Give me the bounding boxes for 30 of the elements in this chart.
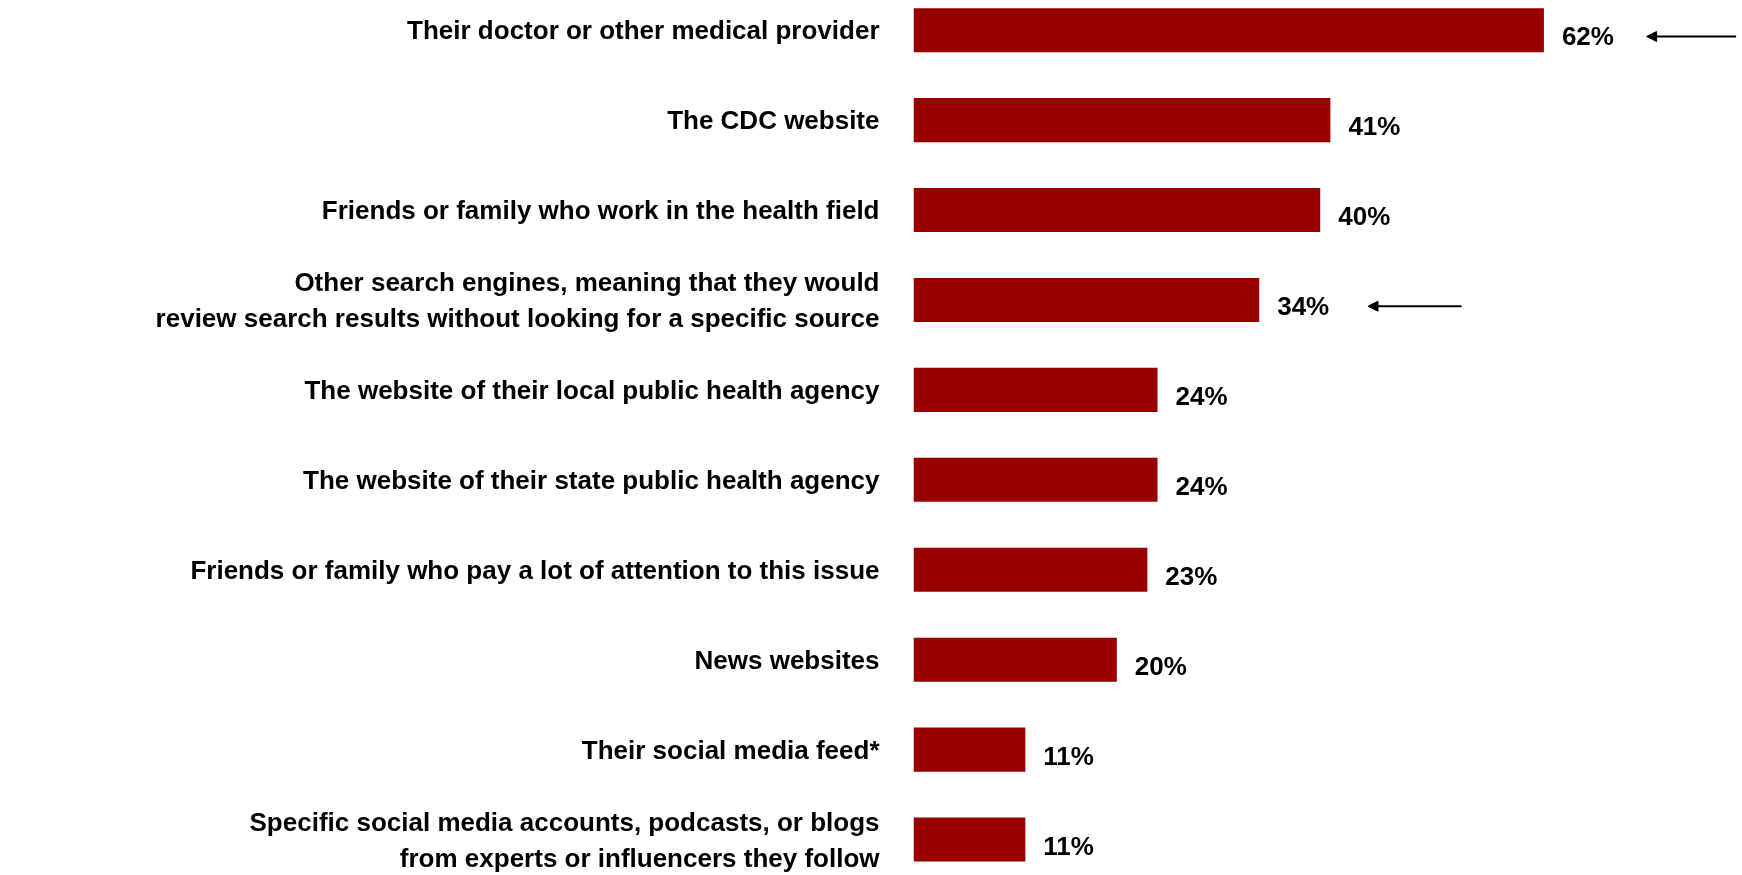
bar: [913, 547, 1148, 592]
bar: [913, 277, 1260, 322]
bar: [913, 8, 1544, 53]
data-label: 24%: [1175, 471, 1228, 502]
y-tick-label: Friends or family who pay a lot of attention to this issue: [190, 554, 880, 585]
data-label: 24%: [1175, 381, 1228, 412]
bar: [913, 727, 1026, 772]
y-tick-label: Their doctor or other medical provider: [407, 15, 880, 46]
data-label: 62%: [1561, 21, 1614, 52]
bar: [913, 188, 1321, 233]
bar: [913, 637, 1117, 682]
data-label: 11%: [1043, 740, 1094, 771]
y-tick-label: The website of their state public health agency: [303, 464, 881, 495]
y-tick-label: The website of their local public health agency: [304, 374, 881, 405]
y-tick-label: Other search engines, meaning that they would review search results without looking for a specific source: [155, 266, 880, 333]
bar: [913, 817, 1026, 862]
data-label: 20%: [1134, 650, 1187, 681]
data-label: 34%: [1277, 291, 1330, 322]
bar: [913, 98, 1331, 143]
data-label: 11%: [1043, 830, 1094, 861]
y-tick-label: The CDC website: [667, 105, 880, 136]
bar: [913, 457, 1158, 502]
y-tick-label: News websites: [694, 644, 880, 675]
data-label: 23%: [1165, 561, 1218, 592]
y-tick-label: Their social media feed*: [581, 734, 881, 765]
data-label: 41%: [1348, 111, 1401, 142]
bar: [913, 367, 1158, 412]
y-tick-label: Specific social media accounts, podcasts, or blogs from experts or influencers they follow: [249, 806, 881, 873]
data-label: 40%: [1338, 201, 1391, 232]
y-tick-label: Friends or family who work in the health field: [321, 195, 880, 226]
